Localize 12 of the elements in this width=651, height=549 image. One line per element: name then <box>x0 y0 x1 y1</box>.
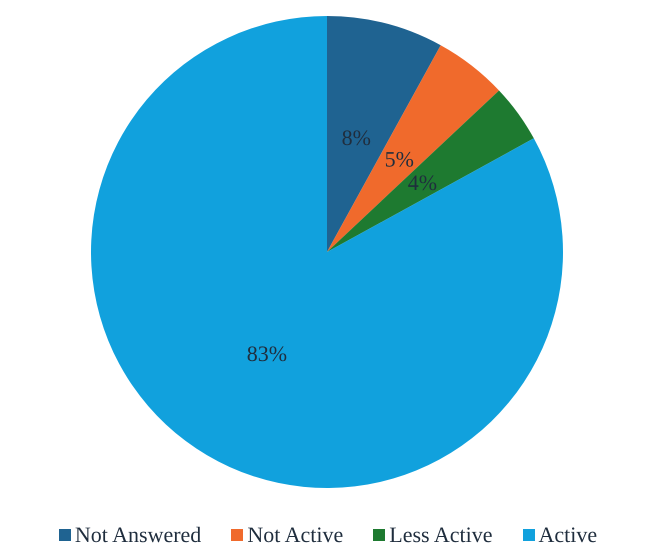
data-label: 5% <box>384 146 414 172</box>
data-label: 83% <box>246 341 288 366</box>
pie-slice <box>91 16 563 488</box>
pie-slice <box>327 90 534 252</box>
pie-slice <box>327 45 500 252</box>
legend-label: Not Answered <box>74 522 202 548</box>
legend-label: Not Active <box>247 522 344 548</box>
data-label: 4% <box>408 170 438 196</box>
pie-slice <box>327 16 441 252</box>
legend-label: Active <box>538 522 598 548</box>
data-label: 8% <box>342 125 372 150</box>
legend-label: Less Active <box>389 522 493 548</box>
